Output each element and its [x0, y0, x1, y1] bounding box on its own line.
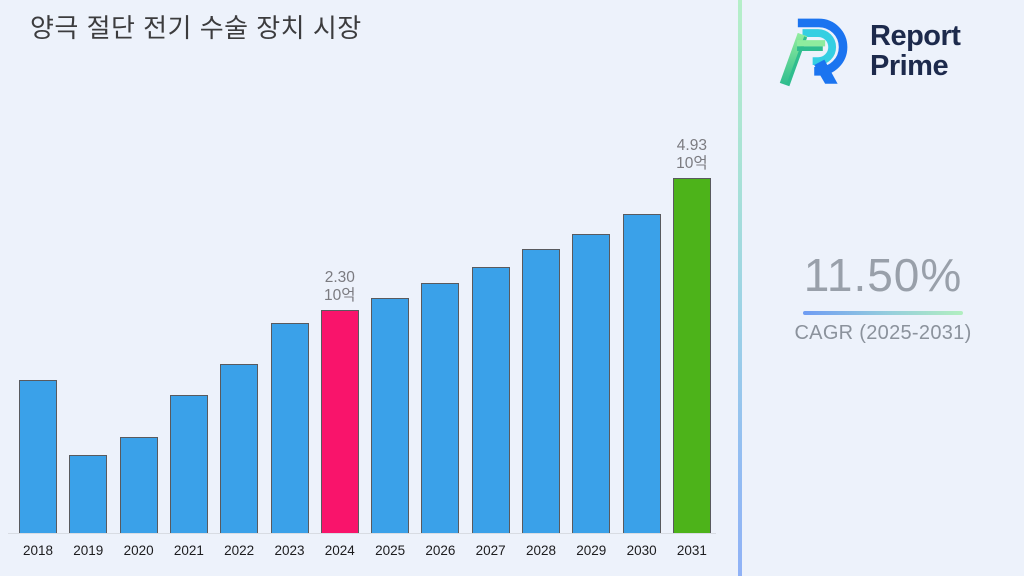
chart-title: 양극 절단 전기 수술 장치 시장	[30, 13, 362, 43]
bar-2026	[421, 283, 460, 534]
logo-text-line1: Report	[870, 20, 961, 52]
x-tick-label-2029: 2029	[576, 543, 607, 558]
x-tick-label-2025: 2025	[375, 543, 406, 558]
bar-2021	[169, 395, 208, 534]
x-tick-label-2026: 2026	[425, 543, 456, 558]
bar-2027	[471, 267, 510, 534]
bar-chart: 2018 2019 2020 2021 2022 2023 2024 2025 2026 2027…	[8, 137, 728, 558]
bar-2029	[572, 234, 611, 534]
report-prime-logo: Report Prime	[774, 12, 961, 90]
x-tick-label-2031: 2031	[676, 543, 707, 558]
x-tick-label-2028: 2028	[525, 543, 557, 558]
bar-2031	[672, 178, 711, 534]
bar-value-label-line: 2.30	[324, 269, 355, 286]
bar-2025	[371, 298, 410, 534]
bar-2019	[69, 455, 108, 534]
cagr-block: 11.50% CAGR (2025-2031)	[742, 248, 1024, 345]
bar-value-label-2031: 4.93 10억	[656, 137, 728, 173]
bar-2028	[522, 249, 560, 534]
logo-text-line2: Prime	[870, 50, 949, 82]
x-tick-label-2030: 2030	[626, 543, 657, 558]
cagr-value: 11.50%	[803, 249, 963, 301]
bar-value-label-line: 4.93	[676, 137, 707, 154]
x-tick-label-2020: 2020	[123, 543, 154, 558]
bar-2018	[19, 380, 57, 534]
bar-2024	[320, 310, 359, 534]
x-tick-label-2018: 2018	[22, 543, 54, 558]
logo-text: Report Prime	[870, 20, 961, 82]
cagr-underline	[803, 311, 963, 315]
bar-2023	[270, 323, 309, 534]
cagr-label: CAGR (2025-2031)	[794, 322, 972, 344]
bar-2022	[220, 364, 259, 534]
bar-value-label-line: 10억	[676, 155, 708, 172]
section-divider	[738, 0, 742, 576]
x-tick-label-2021: 2021	[173, 543, 204, 558]
bar-value-label-2024: 2.30 10억	[304, 269, 376, 305]
x-tick-label-2024: 2024	[324, 543, 355, 558]
bar-2020	[119, 437, 158, 534]
x-axis-line	[8, 533, 716, 534]
x-tick-label-2019: 2019	[73, 543, 104, 558]
x-tick-label-2023: 2023	[274, 543, 305, 558]
x-tick-label-2027: 2027	[475, 543, 506, 558]
right-panel: Report Prime 11.50% CAGR (2025-2031)	[742, 0, 1024, 576]
bar-value-label-line: 10억	[324, 287, 356, 304]
report-prime-logo-icon	[779, 18, 848, 87]
bar-2030	[622, 214, 661, 534]
x-tick-label-2022: 2022	[224, 543, 255, 558]
